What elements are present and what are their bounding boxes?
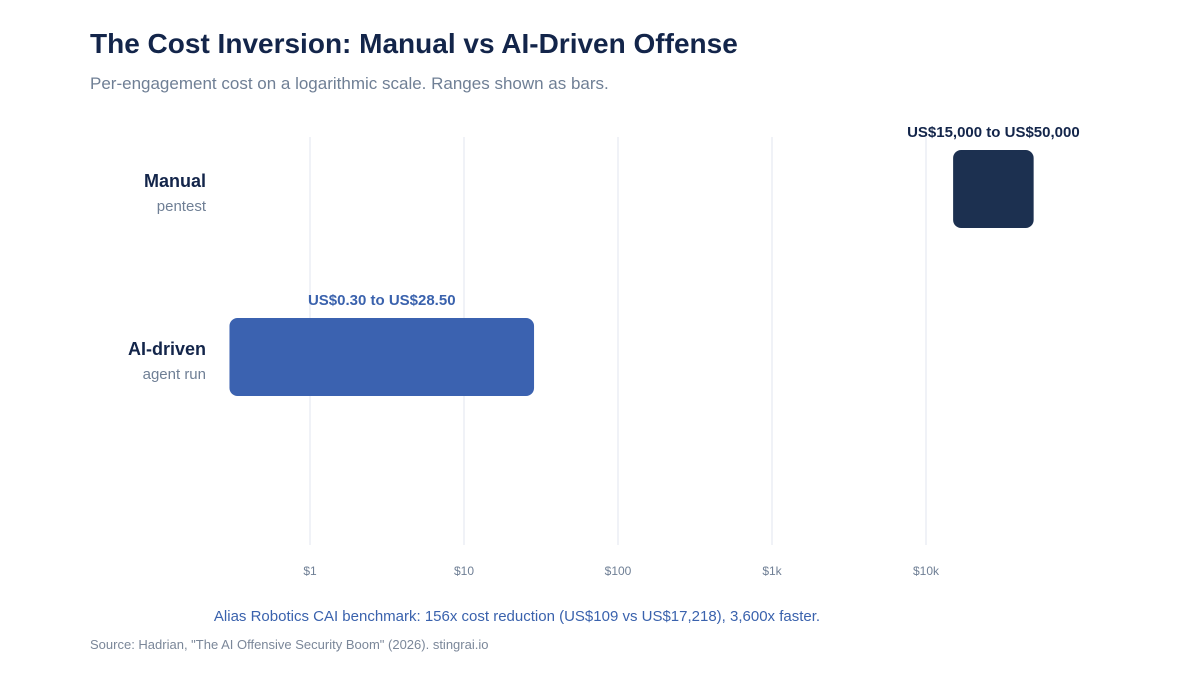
range-label: US$15,000 to US$50,000 bbox=[907, 124, 1080, 141]
range-label: US$0.30 to US$28.50 bbox=[308, 292, 456, 309]
x-tick-label: $1k bbox=[762, 564, 782, 578]
category-label: Manual bbox=[144, 171, 206, 191]
source-citation: Source: Hadrian, "The AI Offensive Secur… bbox=[90, 637, 489, 652]
range-bar bbox=[229, 318, 535, 396]
x-tick-label: $10k bbox=[913, 564, 940, 578]
category-sublabel: agent run bbox=[143, 366, 206, 383]
range-bar bbox=[953, 150, 1034, 228]
chart-title: The Cost Inversion: Manual vs AI-Driven … bbox=[90, 28, 738, 59]
category-label: AI-driven bbox=[128, 339, 206, 359]
benchmark-note: Alias Robotics CAI benchmark: 156x cost … bbox=[213, 608, 821, 625]
x-tick-label: $10 bbox=[454, 564, 474, 578]
x-tick-label: $1 bbox=[303, 564, 317, 578]
category-sublabel: pentest bbox=[157, 198, 207, 215]
chart-subtitle: Per-engagement cost on a logarithmic sca… bbox=[90, 74, 609, 93]
x-tick-label: $100 bbox=[605, 564, 632, 578]
